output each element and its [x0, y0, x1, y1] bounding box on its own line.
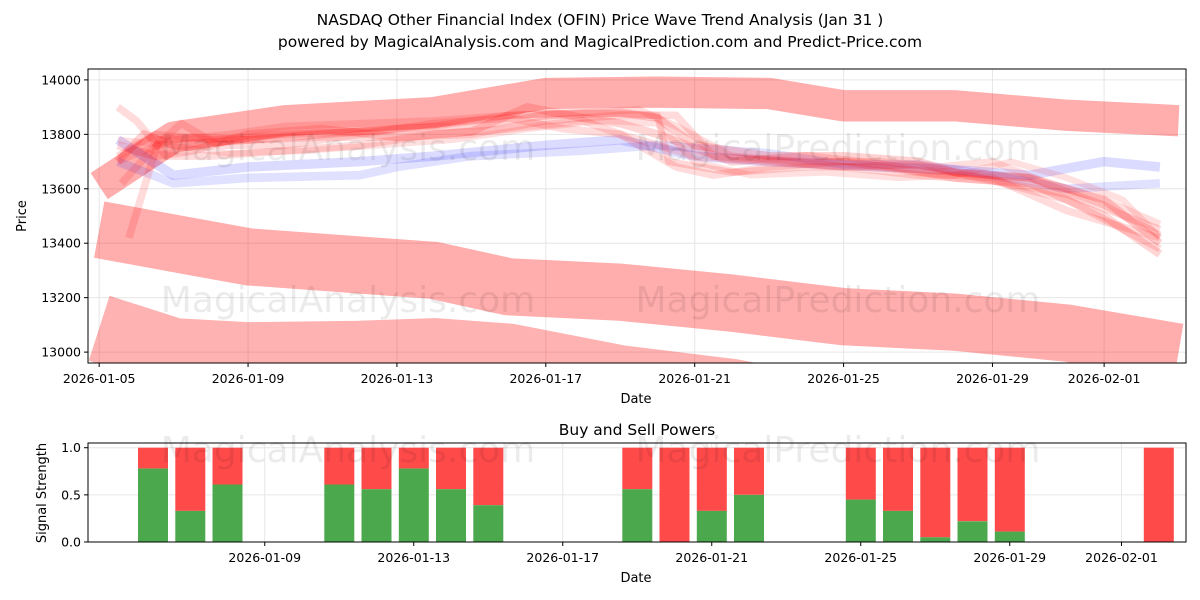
bottom-y-axis-label: Signal Strength: [35, 443, 50, 543]
buy-power-bar: [994, 531, 1025, 542]
price-wave-band-blue: [116, 140, 1161, 194]
top-x-tick-label: 2026-01-17: [509, 371, 582, 386]
buy-power-bar: [696, 510, 727, 542]
buy-power-bar: [734, 494, 764, 542]
sell-power-bar: [845, 447, 876, 500]
top-x-tick-label: 2026-01-13: [361, 371, 434, 386]
top-y-tick-label: 13000: [41, 345, 81, 360]
top-x-tick-label: 2026-01-29: [956, 371, 1029, 386]
buy-power-bar: [361, 489, 392, 542]
top-x-tick-label: 2026-01-25: [807, 371, 880, 386]
top-y-axis-label: Price: [15, 200, 30, 232]
buy-power-bar: [883, 510, 913, 542]
price-wave-band-red: [90, 76, 1180, 200]
bottom-y-tick-label: 1.0: [61, 440, 81, 455]
top-gridlines: [88, 69, 1186, 363]
bottom-y-tick-label: 0.0: [61, 535, 81, 550]
buy-power-bar: [138, 468, 168, 542]
watermark-prediction-bottom: MagicalPrediction.com: [636, 430, 1041, 471]
watermark-prediction-mid: MagicalPrediction.com: [636, 280, 1041, 321]
sell-power-bar: [175, 447, 206, 511]
bottom-x-tick-label: 2026-01-29: [973, 550, 1046, 565]
watermark-analysis-mid: MagicalAnalysis.com: [161, 280, 535, 321]
buy-power-bar: [175, 510, 206, 542]
top-y-tick-label: 13400: [41, 236, 81, 251]
sell-power-bar: [920, 447, 951, 538]
bottom-x-tick-label: 2026-01-13: [377, 550, 450, 565]
top-y-tick-label: 13200: [41, 290, 81, 305]
chart-title-line1: NASDAQ Other Financial Index (OFIN) Pric…: [317, 11, 884, 29]
top-x-axis-label: Date: [620, 392, 651, 407]
bottom-x-tick-label: 2026-01-25: [824, 550, 897, 565]
sell-power-bar: [957, 447, 988, 522]
top-x-axis: 2026-01-05 2026-01-09 2026-01-13 2026-01-17…: [63, 363, 1141, 386]
buy-power-bar: [473, 505, 504, 542]
top-x-tick-label: 2026-02-01: [1068, 371, 1141, 386]
sell-power-bar: [473, 447, 504, 506]
bottom-y-tick-label: 0.5: [61, 487, 81, 502]
sell-power-bar: [696, 447, 727, 511]
sell-power-bar: [734, 447, 764, 495]
buy-sell-title: Buy and Sell Powers: [559, 421, 716, 439]
price-wave-band-red: [116, 103, 1163, 258]
price-wave-band-red: [125, 111, 1162, 253]
price-wave-band-red: [116, 106, 1162, 228]
buy-power-bar: [957, 521, 988, 542]
bottom-plot-frame: [87, 442, 1187, 543]
price-wave-band-red: [118, 114, 1161, 242]
sell-power-bar: [212, 447, 243, 485]
bottom-x-axis: 2026-01-09 2026-01-13 2026-01-17 2026-01-21…: [228, 542, 1158, 565]
buy-power-bar: [622, 489, 653, 542]
bottom-x-tick-label: 2026-02-01: [1085, 550, 1158, 565]
bottom-x-tick-label: 2026-01-17: [526, 550, 599, 565]
price-wave-band-red: [114, 108, 1163, 247]
buy-sell-plot: Buy and Sell Powers MagicalAnalysis.com …: [35, 421, 1187, 586]
sell-power-bar: [1143, 447, 1174, 542]
sell-power-bar: [883, 447, 913, 511]
buy-power-bar: [845, 499, 876, 542]
buy-power-bar: [920, 537, 951, 542]
top-x-tick-label: 2026-01-21: [658, 371, 731, 386]
buy-power-bar: [398, 468, 429, 542]
sell-power-bar: [398, 447, 429, 469]
sell-power-bar: [324, 447, 355, 485]
bottom-x-tick-label: 2026-01-21: [675, 550, 748, 565]
bottom-y-axis: 0.0 0.5 1.0: [61, 440, 88, 550]
bottom-x-axis-label: Date: [620, 571, 651, 586]
price-wave-bands: [88, 76, 1184, 363]
sell-power-bar: [622, 447, 653, 490]
price-wave-band-red: [115, 104, 1162, 234]
sell-power-bar: [436, 447, 466, 490]
price-wave-band-red: [94, 201, 1184, 363]
price-wave-band-red: [88, 295, 757, 363]
sell-power-bar: [659, 447, 690, 542]
price-wave-band-blue: [115, 135, 1161, 180]
buy-power-bar: [436, 489, 466, 542]
sell-power-bar: [361, 447, 392, 490]
sell-power-bar: [138, 447, 168, 469]
top-y-tick-label: 14000: [41, 72, 81, 87]
buy-sell-bars: [138, 447, 1174, 542]
bottom-x-tick-label: 2026-01-09: [228, 550, 301, 565]
price-wave-band-red: [116, 109, 1162, 239]
watermark-prediction-top: MagicalPrediction.com: [636, 128, 1041, 169]
top-x-tick-label: 2026-01-05: [63, 371, 136, 386]
price-wave-band-red: [117, 117, 1163, 241]
top-y-tick-label: 13600: [41, 181, 81, 196]
watermark-analysis-bottom: MagicalAnalysis.com: [161, 430, 535, 471]
watermark-analysis-top: MagicalAnalysis.com: [161, 128, 535, 169]
price-wave-plot: MagicalAnalysis.com MagicalPrediction.co…: [15, 68, 1187, 407]
top-plot-frame: [87, 68, 1187, 364]
top-x-tick-label: 2026-01-09: [212, 371, 285, 386]
buy-power-bar: [324, 484, 355, 542]
top-y-tick-label: 13800: [41, 127, 81, 142]
sell-power-bar: [994, 447, 1025, 532]
chart-title-line2: powered by MagicalAnalysis.com and Magic…: [278, 33, 922, 51]
top-y-axis: 13000 13200 13400 13600 13800 14000: [41, 72, 88, 360]
buy-power-bar: [212, 484, 243, 542]
